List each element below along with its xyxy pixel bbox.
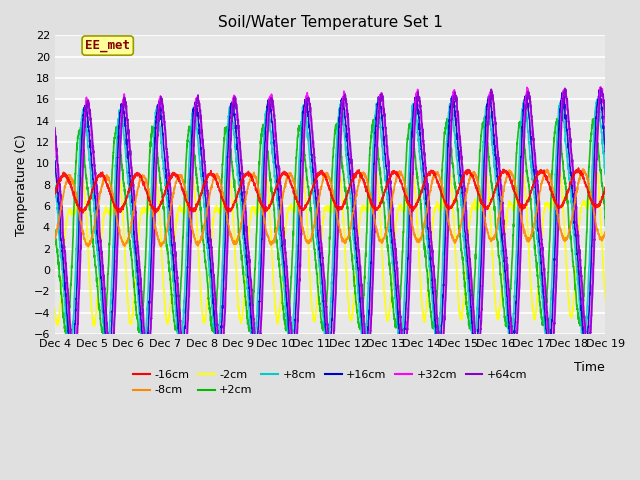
- Line: +8cm: +8cm: [55, 99, 605, 351]
- +16cm: [147, 278, 154, 284]
- +2cm: [591, 122, 599, 128]
- +16cm: [51, 158, 59, 164]
- +32cm: [591, 200, 598, 205]
- -8cm: [591, 214, 599, 219]
- +8cm: [593, 96, 601, 102]
- +8cm: [602, 172, 609, 178]
- +32cm: [147, 326, 154, 332]
- +8cm: [147, 214, 154, 220]
- +32cm: [106, 362, 113, 368]
- -2cm: [286, 204, 294, 210]
- +2cm: [147, 144, 154, 150]
- +8cm: [102, 348, 110, 354]
- +16cm: [262, 117, 270, 123]
- -8cm: [114, 220, 122, 226]
- -8cm: [51, 237, 59, 242]
- -2cm: [262, 175, 270, 181]
- +8cm: [114, 127, 122, 132]
- +16cm: [532, 184, 540, 190]
- +64cm: [71, 360, 79, 365]
- +16cm: [68, 355, 76, 361]
- +16cm: [114, 148, 122, 154]
- Line: +64cm: +64cm: [55, 88, 605, 362]
- +8cm: [286, 342, 294, 348]
- -8cm: [157, 244, 165, 250]
- +8cm: [51, 184, 59, 190]
- -2cm: [556, 167, 563, 172]
- +64cm: [591, 233, 598, 239]
- +2cm: [602, 223, 609, 229]
- +2cm: [532, 252, 540, 258]
- +64cm: [51, 125, 59, 131]
- +2cm: [114, 126, 122, 132]
- +2cm: [262, 138, 270, 144]
- +16cm: [286, 340, 294, 346]
- +64cm: [114, 232, 122, 238]
- -16cm: [532, 175, 540, 180]
- +32cm: [532, 163, 540, 168]
- Line: -16cm: -16cm: [55, 168, 605, 213]
- -16cm: [286, 179, 294, 184]
- +32cm: [286, 324, 294, 330]
- Line: +32cm: +32cm: [55, 87, 605, 365]
- +16cm: [602, 149, 609, 155]
- -2cm: [602, 299, 609, 304]
- -8cm: [532, 215, 540, 220]
- +32cm: [262, 151, 270, 157]
- -16cm: [591, 204, 599, 210]
- Text: EE_met: EE_met: [85, 39, 130, 52]
- +8cm: [591, 115, 598, 120]
- Y-axis label: Temperature (C): Temperature (C): [15, 133, 28, 236]
- -8cm: [147, 198, 154, 204]
- +8cm: [262, 112, 270, 118]
- -2cm: [90, 324, 98, 329]
- -16cm: [262, 204, 270, 210]
- -2cm: [591, 169, 599, 175]
- +64cm: [602, 116, 609, 121]
- X-axis label: Time: Time: [573, 360, 604, 374]
- -2cm: [532, 310, 540, 316]
- +64cm: [286, 309, 294, 315]
- +32cm: [596, 84, 604, 90]
- Line: -2cm: -2cm: [55, 169, 605, 326]
- +16cm: [595, 87, 603, 93]
- Title: Soil/Water Temperature Set 1: Soil/Water Temperature Set 1: [218, 15, 443, 30]
- Legend: -16cm, -8cm, -2cm, +2cm, +8cm, +16cm, +32cm, +64cm: -16cm, -8cm, -2cm, +2cm, +8cm, +16cm, +3…: [129, 365, 532, 400]
- +8cm: [532, 214, 540, 220]
- -8cm: [579, 166, 587, 172]
- +16cm: [591, 144, 598, 150]
- +64cm: [262, 173, 270, 179]
- -16cm: [51, 192, 59, 197]
- -16cm: [147, 203, 154, 208]
- -16cm: [114, 206, 122, 212]
- -8cm: [286, 172, 294, 178]
- +2cm: [286, 297, 294, 302]
- +2cm: [62, 334, 70, 340]
- Line: -8cm: -8cm: [55, 169, 605, 247]
- +64cm: [597, 85, 605, 91]
- -8cm: [262, 228, 270, 234]
- -8cm: [602, 229, 609, 235]
- +2cm: [51, 227, 59, 233]
- Line: +16cm: +16cm: [55, 90, 605, 358]
- -2cm: [114, 177, 122, 183]
- -16cm: [575, 165, 582, 171]
- +32cm: [602, 125, 609, 131]
- +32cm: [114, 202, 122, 207]
- +32cm: [51, 129, 59, 135]
- +64cm: [147, 330, 154, 336]
- -2cm: [147, 197, 154, 203]
- +2cm: [481, 115, 488, 120]
- -16cm: [151, 210, 159, 216]
- Line: +2cm: +2cm: [55, 118, 605, 337]
- +64cm: [532, 159, 540, 165]
- -16cm: [602, 187, 609, 193]
- -2cm: [51, 306, 59, 312]
